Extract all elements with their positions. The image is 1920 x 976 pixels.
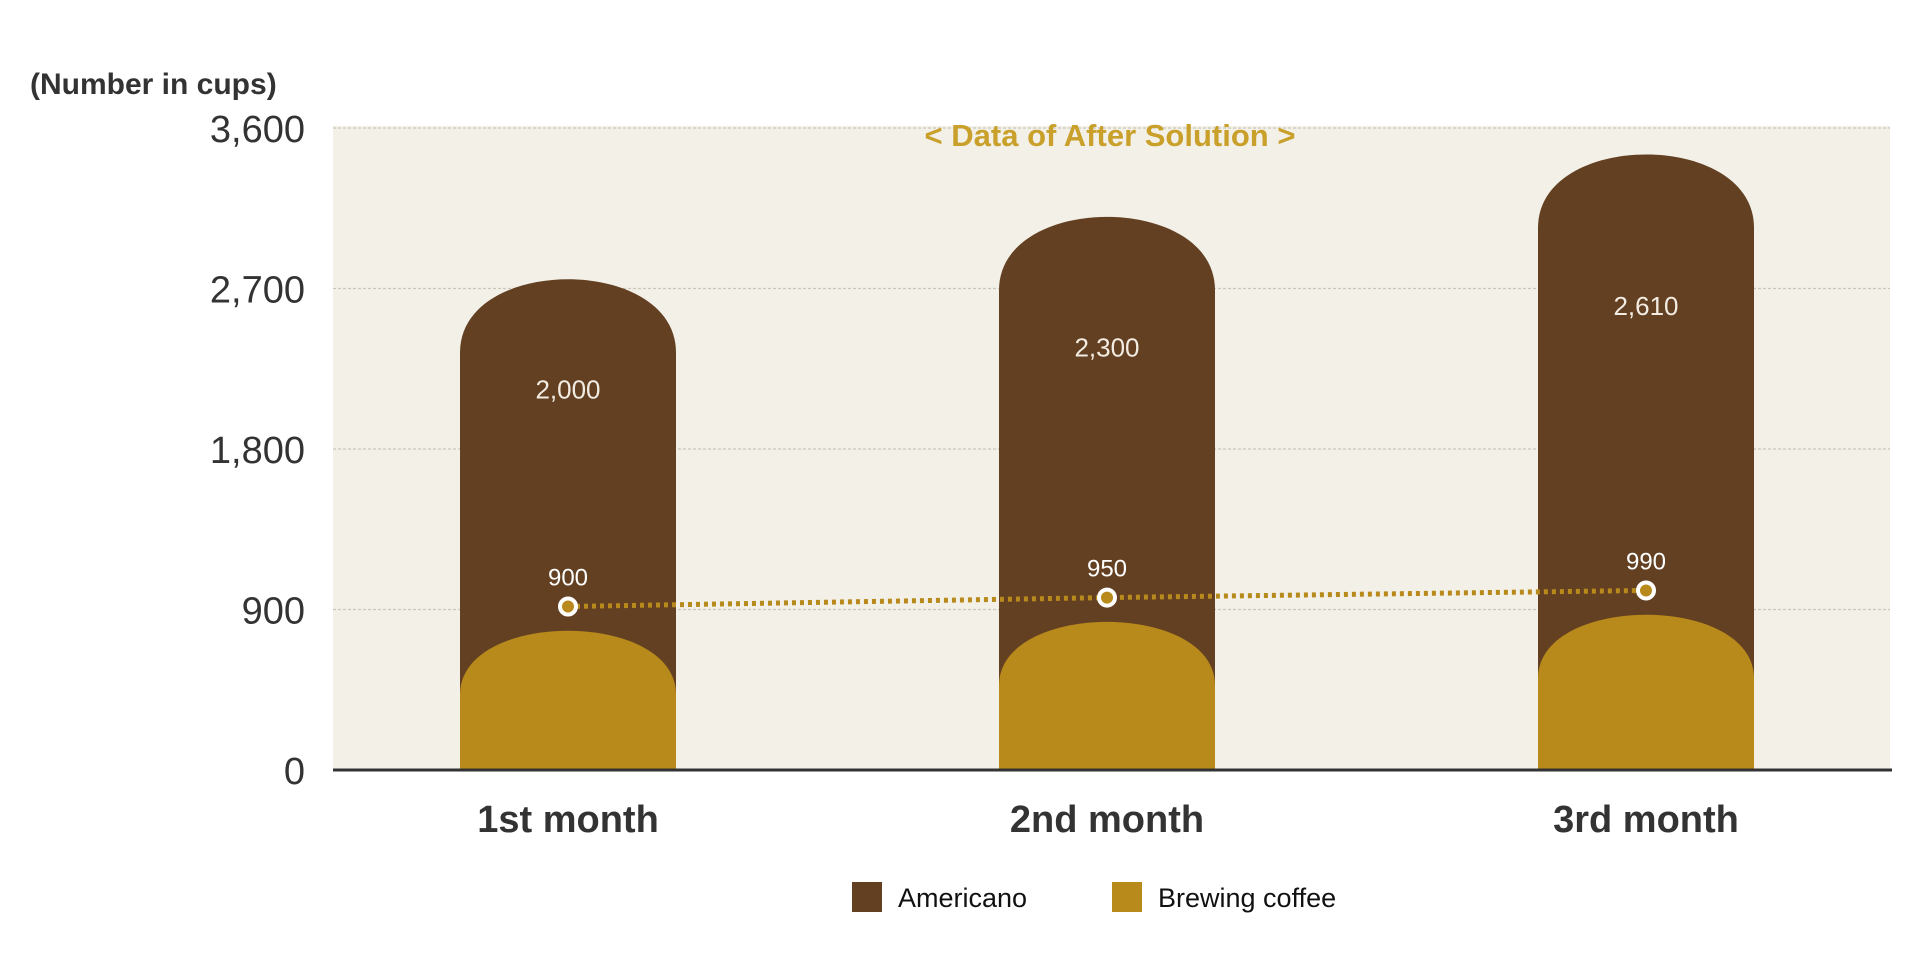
y-tick-label: 3,600 (210, 109, 305, 151)
x-tick-label: 3rd month (1553, 799, 1739, 841)
legend-swatch (1112, 882, 1142, 912)
trend-point (558, 596, 578, 617)
brewing-value-label: 900 (548, 565, 588, 592)
legend: Americano Brewing coffee (852, 882, 1336, 913)
americano-value-label: 2,610 (1613, 291, 1678, 321)
chart-title: < Data of After Solution > (925, 118, 1296, 153)
bar-brewing-coffee (460, 630, 676, 770)
legend-label: Brewing coffee (1158, 883, 1336, 913)
x-tick-label: 1st month (477, 799, 659, 841)
y-tick-label: 2,700 (210, 270, 305, 312)
legend-label: Americano (898, 883, 1027, 913)
bar-brewing-coffee (1538, 614, 1754, 770)
y-tick-label: 0 (284, 751, 305, 793)
y-tick-label: 1,800 (210, 430, 305, 472)
bar-brewing-coffee (999, 621, 1215, 770)
trend-line (558, 580, 1656, 617)
brewing-value-label: 990 (1626, 548, 1666, 575)
americano-value-label: 2,300 (1074, 332, 1139, 362)
y-tick-label: 900 (242, 591, 305, 633)
trend-point (1097, 587, 1117, 608)
brewing-value-label: 950 (1087, 556, 1127, 583)
y-axis-unit-label: (Number in cups) (30, 68, 277, 101)
trend-point (1636, 580, 1656, 601)
data-labels: 2,000 900 2,300 950 2,610 990 (535, 291, 1678, 592)
bar-americano (1538, 154, 1754, 770)
x-tick-label: 2nd month (1010, 799, 1204, 841)
x-axis-ticks: 1st month 2nd month 3rd month (477, 799, 1739, 841)
legend-swatch (852, 882, 882, 912)
y-axis-ticks: 0 900 1,800 2,700 3,600 (210, 109, 305, 793)
bars (460, 154, 1754, 770)
americano-value-label: 2,000 (535, 374, 600, 404)
